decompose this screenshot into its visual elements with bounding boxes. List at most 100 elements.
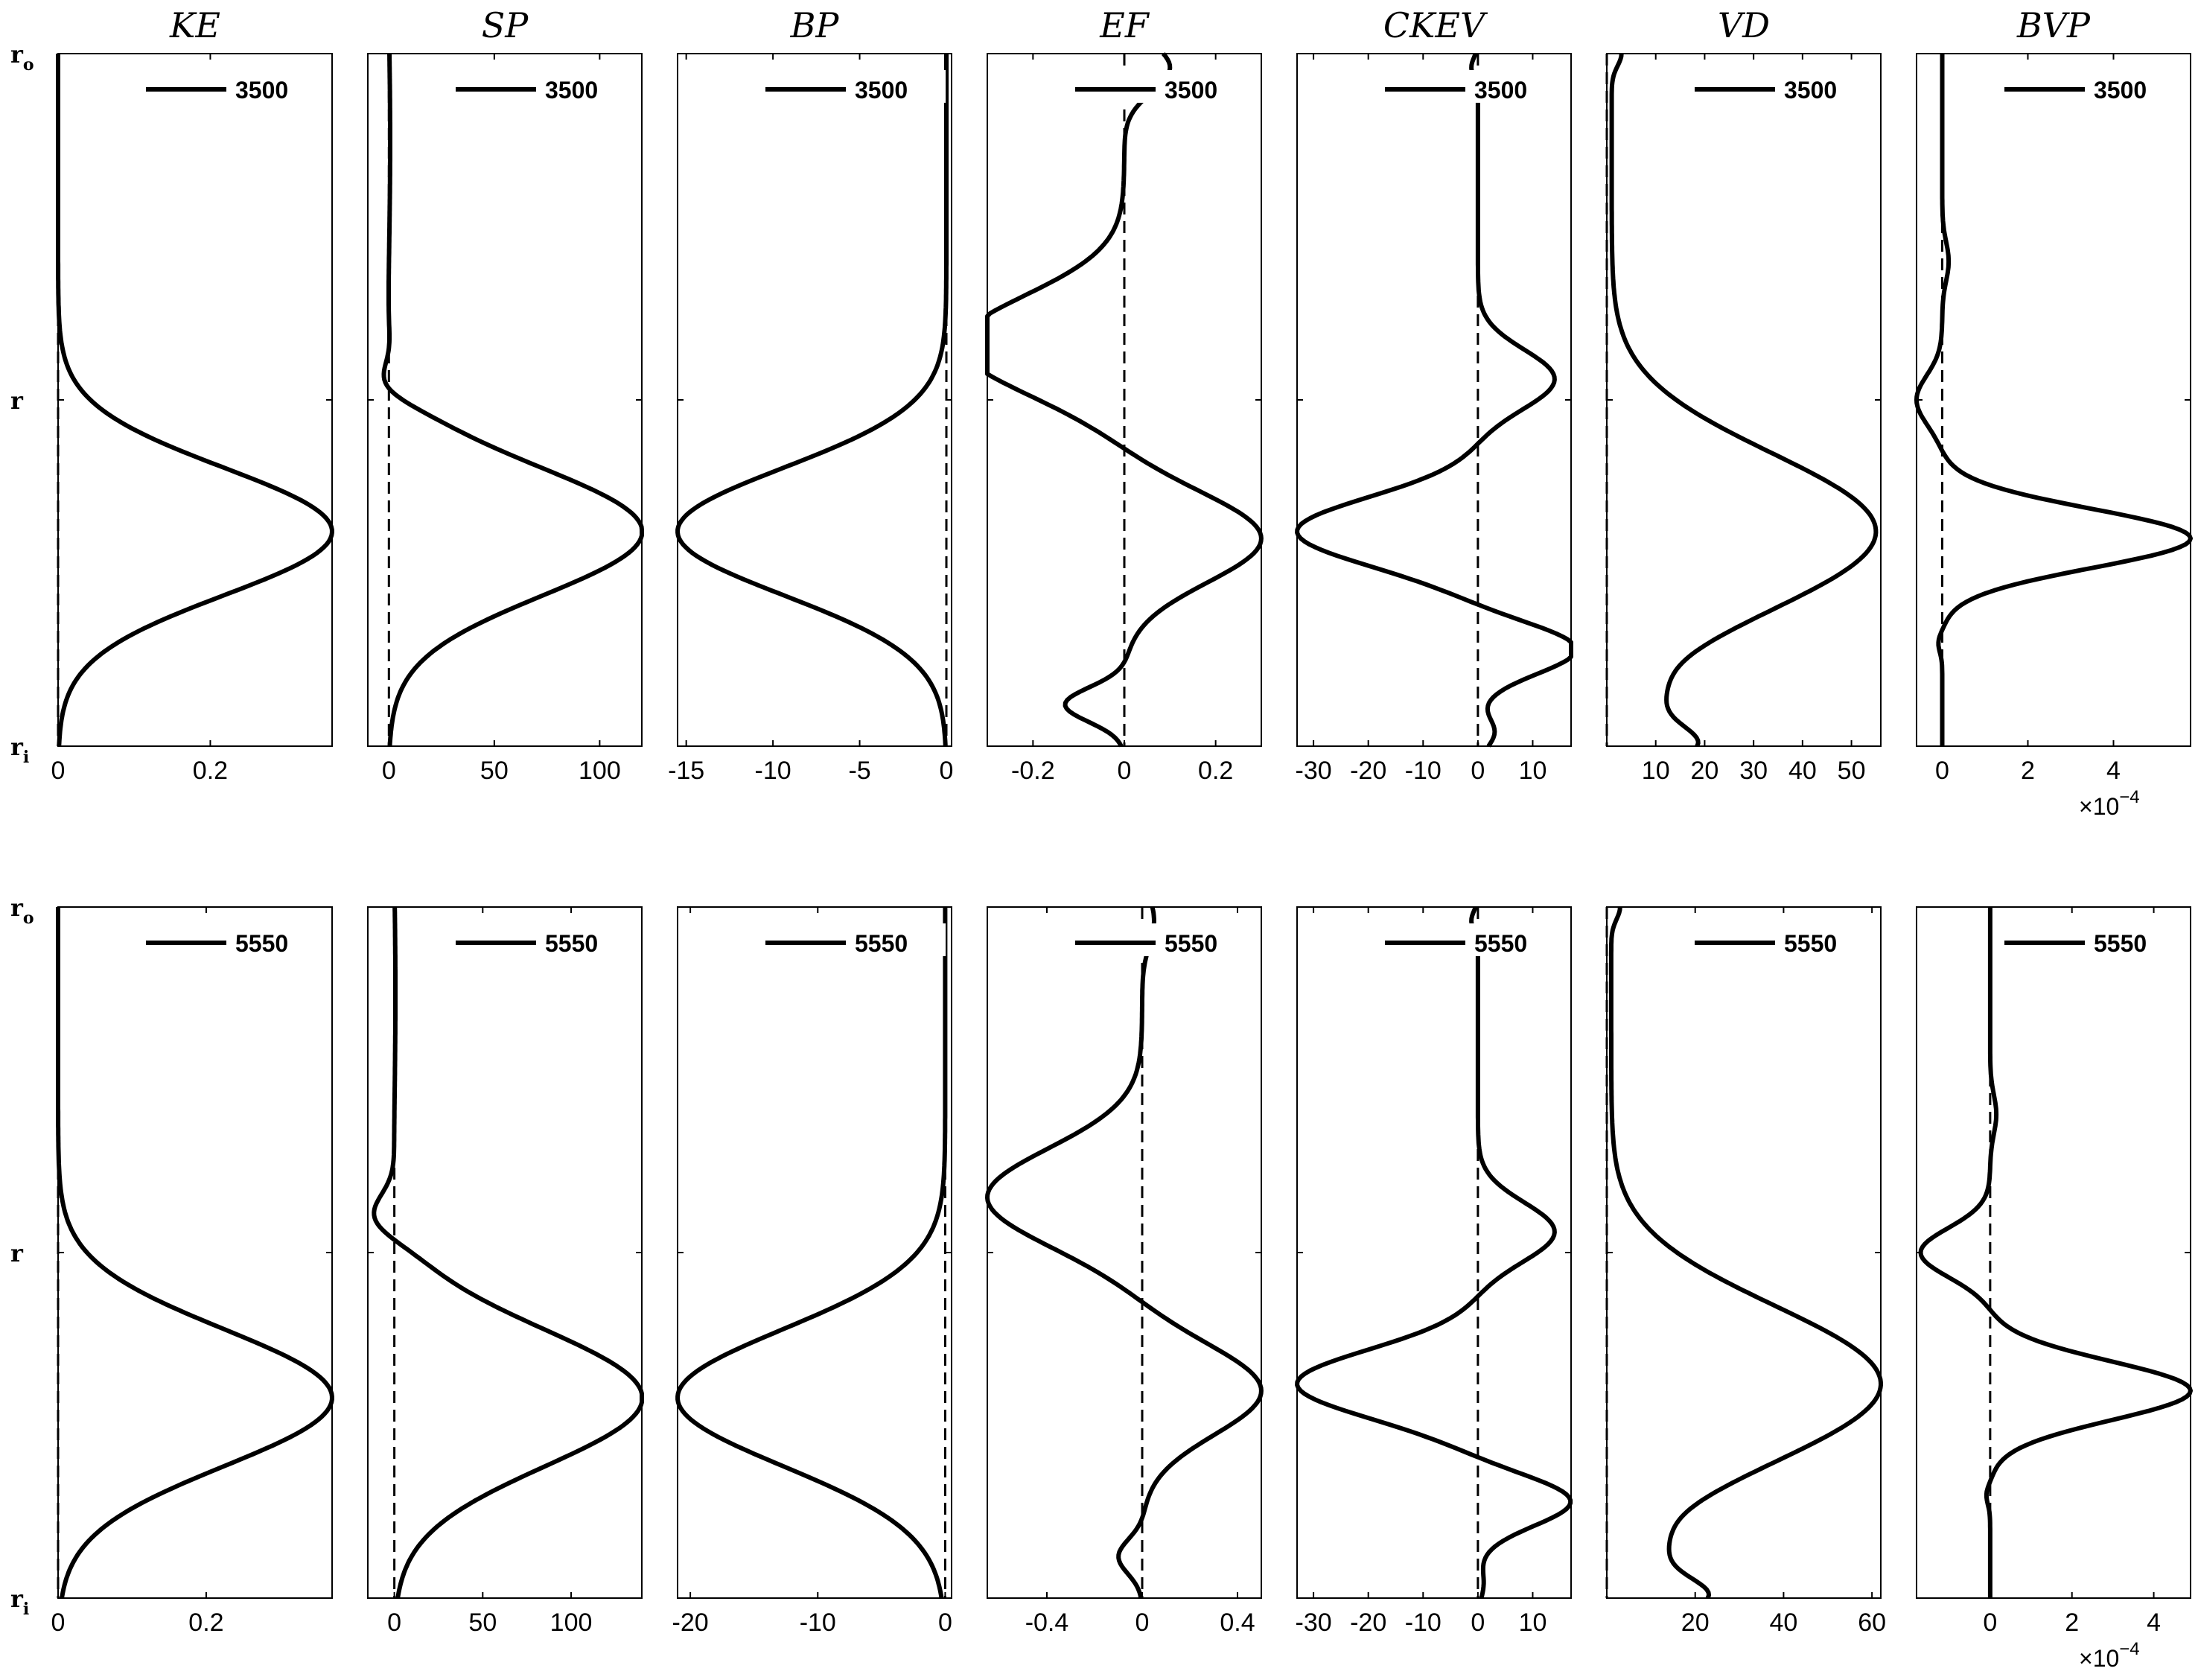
x-tick-label: 0 bbox=[51, 1609, 66, 1637]
axes-box bbox=[57, 906, 333, 1599]
legend-label: 3500 bbox=[1474, 77, 1527, 104]
x-tick-label: 20 bbox=[1681, 1609, 1710, 1637]
panel-ef-3500: -0.2 0 0.2 3500 EF bbox=[985, 5, 1264, 785]
series-line bbox=[56, 907, 334, 1599]
legend-label: 3500 bbox=[1165, 77, 1217, 104]
x-tick-label: 4 bbox=[2106, 757, 2121, 785]
legend-bg bbox=[1380, 923, 1565, 956]
axes-box bbox=[677, 906, 952, 1599]
x-tick-label: 0 bbox=[382, 757, 396, 785]
x-tick-label: 0.2 bbox=[188, 1609, 223, 1637]
series-line bbox=[372, 907, 644, 1599]
chart-title: BVP bbox=[2016, 5, 2091, 45]
axes-box bbox=[1296, 906, 1572, 1599]
series-line bbox=[1609, 53, 1879, 748]
chart-title: CKEV bbox=[1383, 5, 1488, 45]
legend-label: 5550 bbox=[855, 930, 908, 957]
x-tick-label: 50 bbox=[1838, 757, 1866, 785]
x-tick-label: -20 bbox=[672, 1609, 709, 1637]
panel-ke-3500: 0 0.2 3500 KE ro r ri bbox=[10, 5, 334, 785]
legend-bg bbox=[2000, 70, 2185, 103]
legend-bg bbox=[761, 923, 946, 956]
series-line bbox=[1608, 906, 1883, 1600]
series-line bbox=[675, 907, 948, 1599]
x-tick-label: 0 bbox=[938, 1609, 952, 1637]
legend-bg bbox=[1071, 923, 1255, 956]
legend-bg bbox=[1071, 70, 1255, 103]
legend-label: 5550 bbox=[1165, 930, 1217, 957]
x-tick-label: -5 bbox=[848, 757, 870, 785]
x-tick-label: 0 bbox=[1118, 757, 1132, 785]
series-line bbox=[675, 54, 949, 747]
y-axis-label: ri bbox=[10, 1585, 29, 1619]
chart-title: VD bbox=[1718, 5, 1770, 45]
x-tick-label: -20 bbox=[1350, 1609, 1386, 1637]
axes-box bbox=[57, 53, 333, 747]
x-tick-label: 10 bbox=[1642, 757, 1670, 785]
x-tick-label: 0 bbox=[51, 757, 66, 785]
legend-label: 5550 bbox=[545, 930, 598, 957]
y-axis-label: ro bbox=[10, 894, 34, 928]
legend-bg bbox=[451, 70, 636, 103]
panel-row2-5550: -30 -20 -10 0 10 5550 bbox=[1295, 906, 1573, 1637]
legend-label: 5550 bbox=[1784, 930, 1837, 957]
series-line bbox=[56, 54, 334, 747]
series-line bbox=[381, 53, 644, 747]
y-axis-label: r bbox=[10, 1239, 24, 1267]
legend-label: 3500 bbox=[855, 77, 908, 104]
x-tick-label: 0.2 bbox=[193, 757, 228, 785]
axes-box bbox=[677, 53, 952, 747]
axes-box bbox=[1296, 53, 1572, 747]
panel-row2-5550: 0 2 4 5550 ×10−4 bbox=[1916, 906, 2193, 1672]
axes-box bbox=[367, 53, 643, 747]
legend-label: 5550 bbox=[1474, 930, 1527, 957]
legend-bg bbox=[1380, 70, 1565, 103]
axes-box bbox=[1916, 53, 2191, 747]
x-tick-label: 0 bbox=[940, 757, 954, 785]
x-tick-label: 60 bbox=[1858, 1609, 1886, 1637]
x-tick-label: 0 bbox=[1935, 757, 1949, 785]
y-axis-label: ri bbox=[10, 733, 29, 767]
x-tick-label: 0 bbox=[1471, 1609, 1485, 1637]
x-tick-label: 0 bbox=[387, 1609, 401, 1637]
x-tick-label: 0.4 bbox=[1220, 1609, 1255, 1637]
x-tick-label: 40 bbox=[1788, 757, 1817, 785]
axes-box bbox=[1606, 53, 1882, 747]
legend-label: 5550 bbox=[2094, 930, 2147, 957]
legend-bg bbox=[2000, 923, 2185, 956]
x-tick-label: -30 bbox=[1296, 1609, 1332, 1637]
x-tick-label: 30 bbox=[1739, 757, 1768, 785]
x-tick-label: 0 bbox=[1135, 1609, 1150, 1637]
x-tick-label: 4 bbox=[2147, 1609, 2161, 1637]
legend-bg bbox=[1690, 923, 1875, 956]
x-tick-label: 2 bbox=[2065, 1609, 2079, 1637]
legend-label: 3500 bbox=[2094, 77, 2147, 104]
chart-title: EF bbox=[1099, 5, 1150, 45]
x-tick-label: 40 bbox=[1770, 1609, 1798, 1637]
y-axis-label: r bbox=[10, 386, 24, 415]
x-tick-label: -10 bbox=[755, 757, 791, 785]
chart-title: KE bbox=[169, 5, 220, 45]
x-tick-label: -0.2 bbox=[1011, 757, 1055, 785]
x-tick-label: 0 bbox=[1471, 757, 1485, 785]
legend-bg bbox=[141, 923, 326, 956]
x-tick-label: -30 bbox=[1296, 757, 1332, 785]
panel-vd-3500: 10 20 30 40 50 3500 VD bbox=[1605, 5, 1882, 785]
chart-title: BP bbox=[790, 5, 840, 45]
x-tick-label: -10 bbox=[1405, 1609, 1442, 1637]
axes-box bbox=[1916, 906, 2191, 1599]
series-line bbox=[1295, 906, 1573, 1599]
chart-title: SP bbox=[482, 5, 529, 45]
x-tick-label: -10 bbox=[800, 1609, 836, 1637]
series-line bbox=[1918, 907, 2193, 1598]
legend-bg bbox=[141, 70, 326, 103]
x-tick-label: -10 bbox=[1405, 757, 1442, 785]
legend-bg bbox=[451, 923, 636, 956]
y-axis-label: ro bbox=[10, 40, 34, 74]
axes-box bbox=[1606, 906, 1882, 1599]
panel-bvp-3500: 0 2 4 3500 BVP ×10−4 bbox=[1914, 5, 2193, 820]
x-tick-label: -20 bbox=[1350, 757, 1386, 785]
axis-multiplier: ×10−4 bbox=[2079, 1639, 2140, 1672]
x-tick-label: 0 bbox=[1983, 1609, 1997, 1637]
x-tick-label: 100 bbox=[579, 757, 621, 785]
